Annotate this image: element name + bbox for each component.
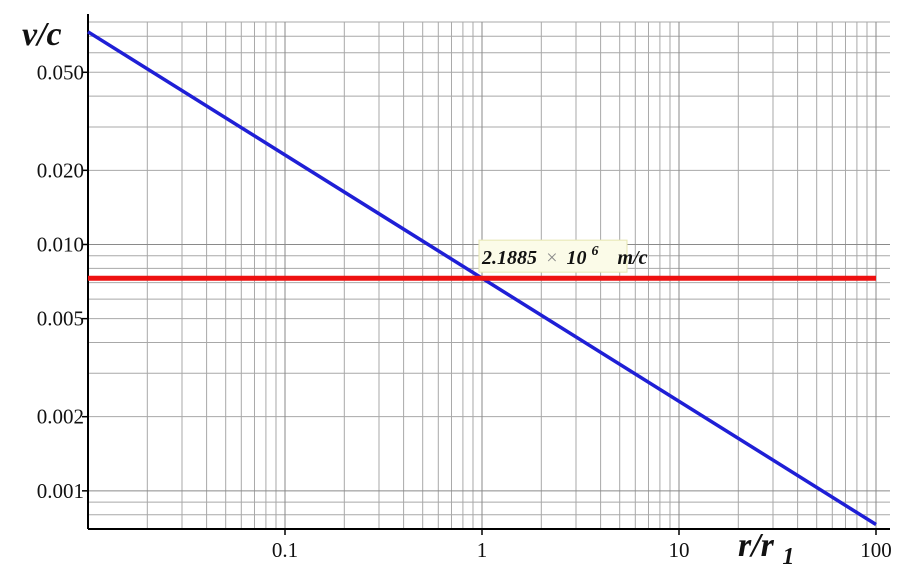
- y-tick-label: 0.001: [37, 479, 84, 503]
- grid-major: [88, 22, 890, 529]
- y-tick-label: 0.002: [37, 405, 84, 429]
- annotation-background: [478, 239, 628, 273]
- x-tick-label: 100: [860, 538, 892, 562]
- y-tick-label: 0.020: [37, 158, 84, 182]
- y-tick-labels: 0.001 0.002 0.005 0.010 0.020 0.050: [37, 60, 88, 503]
- y-tick-label: 0.005: [37, 307, 84, 331]
- x-axis-label-main: r/r: [738, 527, 775, 564]
- x-tick-label: 1: [477, 538, 488, 562]
- x-tick-labels: 0.1 1 10 100: [272, 529, 892, 562]
- y-tick-label: 0.010: [37, 232, 84, 256]
- grid-minor: [88, 21, 890, 530]
- series-lines: [87, 30, 877, 526]
- annotation-times: ×: [545, 247, 559, 269]
- annotation-exponent: 6: [592, 244, 599, 259]
- y-tick-label: 0.050: [37, 60, 84, 84]
- velocity-annotation: 2.1885 × 10 6 m/c: [481, 238, 648, 269]
- x-axis-label: r/r 1: [738, 527, 794, 569]
- x-tick-label: 0.1: [272, 538, 298, 562]
- y-axis-label: v/c: [22, 16, 62, 53]
- x-tick-label: 10: [669, 538, 690, 562]
- x-axis-label-sub: 1: [782, 544, 794, 569]
- annotation-unit: m/c: [618, 247, 648, 269]
- annotation-base: 10: [567, 247, 587, 269]
- annotation-mantissa: 2.1885: [481, 247, 537, 269]
